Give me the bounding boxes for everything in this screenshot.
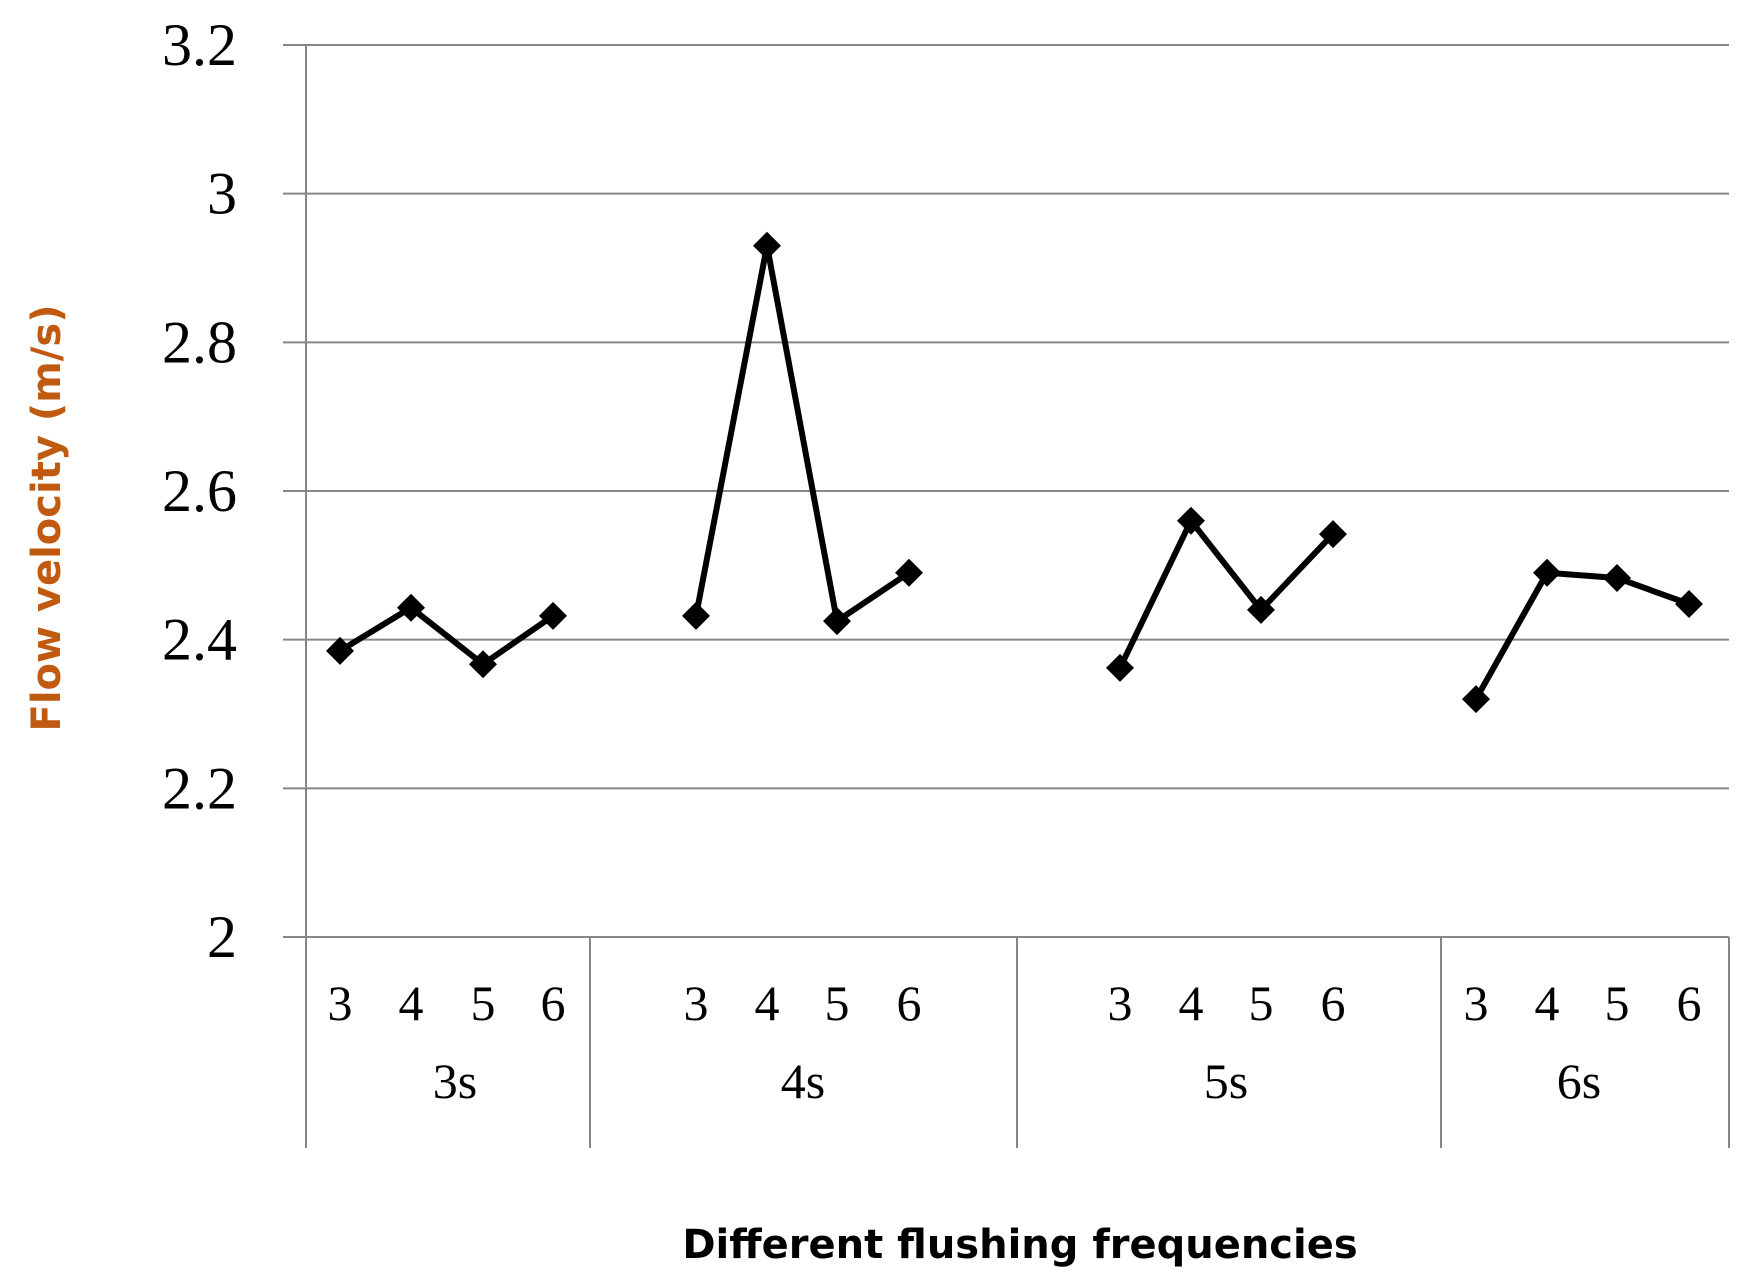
x-group-label: 5s (1204, 1053, 1248, 1109)
y-tick-label: 3 (207, 161, 237, 227)
x-category-label: 5 (1249, 975, 1274, 1031)
y-tick-label: 3.2 (162, 12, 237, 78)
data-point (397, 593, 425, 622)
series-line-5s (1117, 515, 1336, 670)
data-point (1533, 558, 1561, 587)
series-lines (338, 245, 1691, 701)
data-markers (326, 231, 1703, 714)
x-axis-title: Different flushing frequencies (682, 1222, 1357, 1268)
y-tick-label: 2.6 (162, 458, 237, 524)
x-category-label: 6 (1677, 975, 1702, 1031)
x-category-label: 4 (1179, 975, 1204, 1031)
series-line-4s (693, 245, 911, 627)
data-point (469, 650, 497, 679)
x-category-label: 5 (1605, 975, 1630, 1031)
y-tick-label: 2.8 (162, 309, 237, 375)
data-point (753, 231, 781, 260)
x-group-label: 6s (1557, 1053, 1601, 1109)
data-point (1675, 589, 1703, 618)
data-point (1106, 653, 1134, 682)
data-point (1319, 520, 1347, 549)
y-tick-label: 2 (207, 904, 237, 970)
data-point (682, 601, 710, 630)
data-point (1462, 685, 1490, 714)
data-point (1603, 563, 1631, 592)
x-category-label: 3 (684, 975, 709, 1031)
series-line-3s (338, 604, 555, 668)
x-category-label: 3 (1108, 975, 1133, 1031)
x-category-label: 3 (1464, 975, 1489, 1031)
x-group-label: 4s (781, 1053, 825, 1109)
x-category-label: 5 (825, 975, 850, 1031)
data-point (823, 607, 851, 636)
data-point (326, 636, 354, 665)
data-point (1177, 506, 1205, 535)
x-group-label: 3s (433, 1053, 477, 1109)
series-line-6s (1473, 569, 1691, 701)
x-category-label: 4 (399, 975, 424, 1031)
x-category-label: 6 (1321, 975, 1346, 1031)
y-tick-label: 2.4 (162, 607, 237, 673)
x-category-label: 4 (755, 975, 780, 1031)
y-axis-title: Flow velocity (m/s) (24, 305, 70, 732)
data-point (895, 558, 923, 587)
x-category-label: 3 (328, 975, 353, 1031)
axes (305, 45, 1730, 1148)
y-tick-label: 2.2 (162, 755, 237, 821)
x-category-label: 6 (541, 975, 566, 1031)
x-category-label: 5 (471, 975, 496, 1031)
data-point (539, 601, 567, 630)
gridlines (283, 44, 1729, 938)
data-point (1247, 595, 1275, 624)
x-category-label: 4 (1535, 975, 1560, 1031)
x-category-label: 6 (897, 975, 922, 1031)
